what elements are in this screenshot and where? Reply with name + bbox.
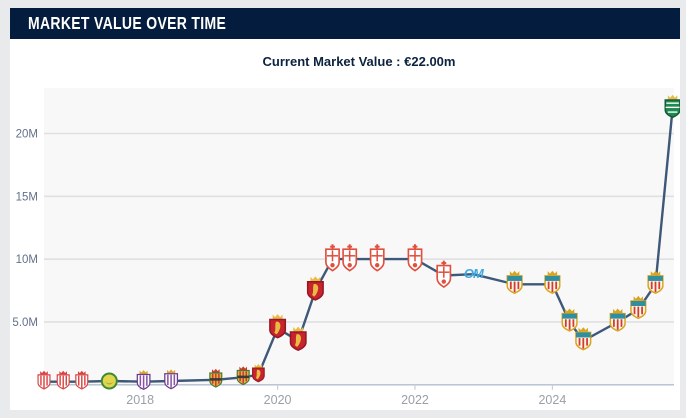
crest-pomegranate [347,262,352,268]
crest-crown [650,270,661,276]
current-market-value: Current Market Value : €22.00m [44,54,674,69]
crest-crown [547,270,558,276]
crest-marker-gold-red-striped[interactable] [236,366,250,386]
crest-crown [612,308,623,313]
section-title: MARKET VALUE OVER TIME [28,13,227,33]
x-axis-label: 2020 [264,393,292,407]
crest-marker-yellow-shield[interactable] [100,372,118,390]
crest-marker-almeria[interactable] [561,308,578,332]
crest-marker-almeria[interactable] [575,327,592,351]
crest-pomegranate [441,279,446,284]
crest-marker-almeria[interactable] [609,308,626,332]
x-axis-label: 2024 [538,393,566,407]
crest-marker-gold-red-striped[interactable] [209,368,223,388]
crest-topband [610,313,626,319]
crest-marker-zaragoza[interactable] [289,326,307,351]
crest-crown [310,276,321,282]
crest-lion [274,321,281,335]
crest-marker-granada-small[interactable] [56,370,70,390]
crest-topband [575,332,591,338]
crest-marker-almeria[interactable] [506,270,523,295]
y-axis-label: 10M [16,254,38,266]
crest-crown [59,370,68,375]
y-axis-label: 20M [16,128,38,140]
crest-marker-sporting-cp[interactable] [664,94,680,119]
crest-marker-almeria[interactable] [647,270,664,295]
crest-crown [509,270,520,276]
crest-marker-granada-tall[interactable] [436,260,452,289]
crest-topband [545,275,560,281]
crest-crown [77,370,86,375]
crest-marker-marseille[interactable]: OM [464,266,486,281]
crest-body [664,99,680,119]
crest-crown [211,368,220,373]
crest-crown [254,364,263,368]
crest-pomegranate [412,262,418,268]
chart-card: Current Market Value : €22.00m 5.0M 10M 15… [10,39,680,410]
section-header: MARKET VALUE OVER TIME [10,8,680,39]
crest-lion [255,369,261,380]
crest-crown [293,326,304,332]
crest-marker-zaragoza[interactable] [269,314,287,339]
current-market-value-amount: €22.00m [404,54,456,69]
crest-topband [507,275,522,281]
round-crest-body [100,372,118,390]
crest-topband [630,301,646,307]
crest-crown [667,94,678,100]
crest-marker-granada-tall[interactable] [369,244,385,272]
crest-crown [633,295,644,301]
crest-crown [564,308,575,313]
plot-background [44,88,674,385]
crest-band [209,378,222,381]
crest-crown [139,370,148,374]
crest-topband [648,275,663,281]
crest-marker-almeria[interactable] [630,295,647,320]
crest-band [237,375,250,379]
crest-crown [239,366,248,370]
crest-marker-zaragoza[interactable] [306,276,324,301]
crest-marker-zaragoza[interactable] [252,364,265,383]
y-axis-label: 5.0M [12,317,38,329]
y-axis-label: 15M [16,191,38,203]
crest-lion [294,334,301,347]
crest-marker-granada-tall[interactable] [342,244,358,272]
current-market-value-label: Current Market Value : [262,54,401,69]
crest-marker-valladolid[interactable] [164,369,179,390]
crest-crown [578,327,589,332]
crest-marker-valladolid[interactable] [136,370,151,391]
round-crest-detail [105,382,114,385]
crest-marker-granada-tall[interactable] [407,244,423,272]
crest-crown [167,369,176,374]
crest-marker-granada-tall[interactable] [325,244,340,272]
crest-crown [40,370,48,375]
crest-topband [562,313,577,319]
crest-marker-granada-small[interactable] [75,370,89,390]
crest-pomegranate [375,262,380,268]
crest-marker-granada-small[interactable] [37,370,51,390]
market-value-chart: 5.0M 10M 15M 20M 2018 2020 2022 2024 OM [12,88,680,407]
crest-crown [272,314,283,319]
x-axis-label: 2018 [126,393,154,407]
crest-pomegranate [330,262,335,268]
crest-marker-almeria[interactable] [544,270,561,295]
crest-lion [312,283,319,297]
marseille-om-glyph: OM [464,266,485,281]
x-axis-label: 2022 [401,393,429,407]
